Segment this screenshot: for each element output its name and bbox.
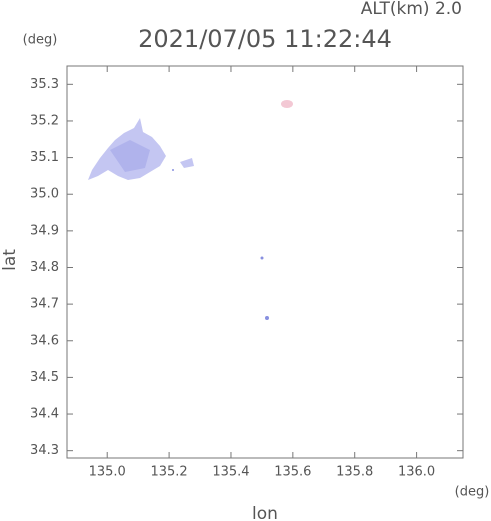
y-axis-label: lat [0,249,20,271]
x-tick-label: 135.0 [89,465,126,480]
echo-blob [265,316,269,320]
y-tick-label: 34.8 [30,260,59,275]
echo-blob [180,158,194,168]
y-tick-label: 35.1 [30,150,59,165]
y-unit: (deg) [23,33,58,48]
x-tick-label: 135.4 [212,465,249,480]
y-tick-label: 34.5 [30,370,59,385]
echo-blob [110,140,150,172]
y-tick-label: 34.6 [30,333,59,348]
x-tick-label: 135.8 [336,465,373,480]
echo-blob [281,100,293,108]
chart-title: 2021/07/05 11:22:44 [138,25,392,53]
y-tick-label: 35.0 [30,187,59,202]
y-tick-label: 35.2 [30,113,59,128]
x-unit: (deg) [455,485,490,500]
plot-frame [66,65,464,459]
echo-blob [260,256,264,260]
x-tick-label: 136.0 [398,465,435,480]
y-tick-label: 34.3 [30,443,59,458]
y-tick-label: 34.9 [30,223,59,238]
x-tick-label: 135.2 [150,465,187,480]
echo-blob [172,169,174,171]
subtitle: ALT(km) 2.0 [361,0,462,19]
echo-areas [88,100,293,320]
y-tick-label: 34.4 [30,407,59,422]
y-tick-label: 35.3 [30,77,59,92]
x-axis-label: lon [252,504,278,521]
y-tick-label: 34.7 [30,297,59,312]
x-tick-label: 135.6 [274,465,311,480]
